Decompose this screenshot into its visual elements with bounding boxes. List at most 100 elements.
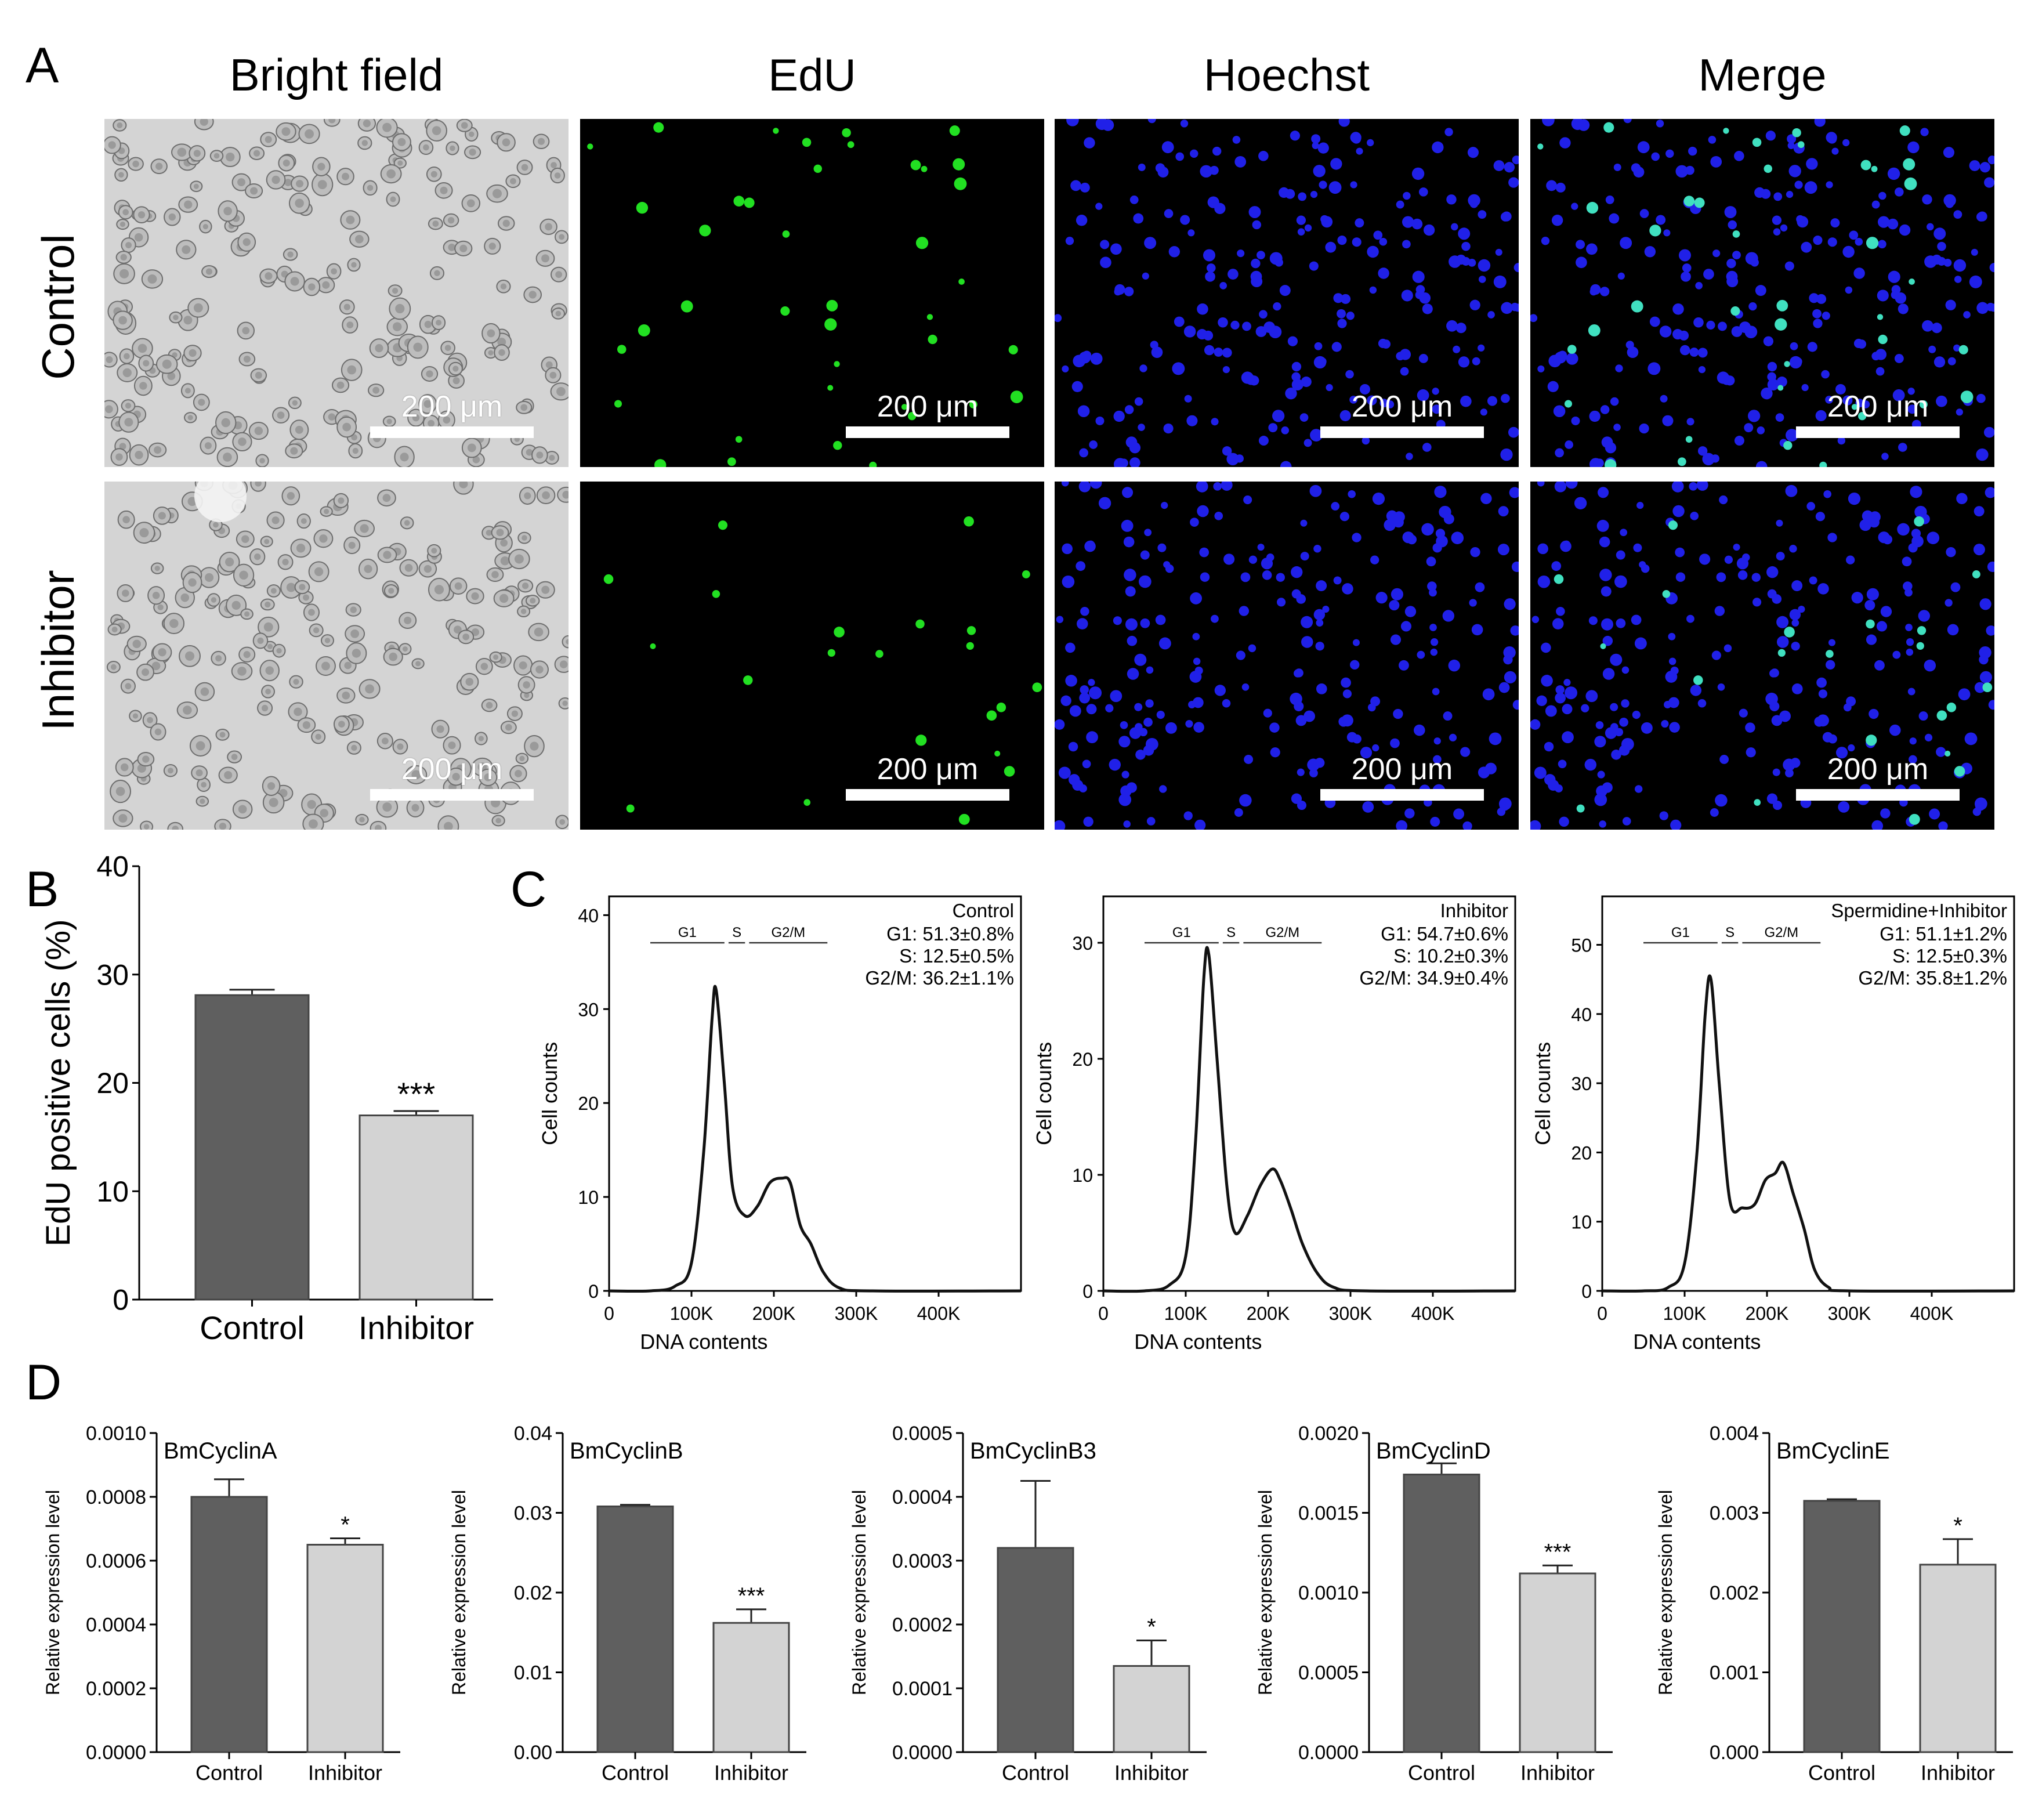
edu-positive-nucleus (1871, 165, 1878, 172)
nucleus (1310, 429, 1323, 442)
edu-positive-nucleus (1732, 230, 1740, 238)
cell-nucleus (381, 737, 389, 745)
bar-inhibitor (1113, 1665, 1190, 1753)
cell-nucleus (257, 637, 264, 644)
cell-nucleus (434, 585, 444, 595)
nucleus (1243, 495, 1252, 505)
nucleus (1536, 695, 1547, 706)
nucleus (1082, 759, 1091, 769)
edu-positive-nucleus (1909, 278, 1915, 285)
cell-nucleus (219, 822, 227, 830)
cell-nucleus (204, 442, 212, 450)
nucleus (1898, 303, 1909, 314)
cell-nucleus (522, 535, 527, 541)
edu-positive-nucleus (773, 128, 779, 134)
legend-title: Spermidine+Inhibitor (1831, 900, 2007, 921)
nucleus (1651, 152, 1660, 161)
cell-nucleus (392, 322, 402, 331)
nucleus (1776, 377, 1787, 388)
edu-positive-nucleus (1936, 710, 1947, 721)
nucleus (1675, 547, 1685, 558)
nucleus (1157, 543, 1167, 552)
edu-positive-nucleus (1010, 390, 1023, 403)
nucleus (1554, 482, 1566, 493)
cell-nucleus (545, 361, 553, 368)
cell-nucleus (348, 541, 356, 549)
nucleus (1510, 625, 1519, 636)
cell-nucleus (111, 627, 118, 632)
cell-nucleus (462, 633, 470, 641)
nucleus (1144, 529, 1152, 537)
nucleus (1257, 251, 1265, 260)
significance-label: * (1147, 1615, 1156, 1640)
nucleus (1406, 453, 1413, 460)
cell-nucleus (382, 122, 392, 132)
nucleus (1337, 319, 1347, 328)
y-tick-label: 0.0004 (892, 1486, 953, 1508)
cell-nucleus (117, 122, 123, 129)
nucleus (1679, 345, 1690, 356)
cell-nucleus (498, 349, 505, 356)
column-title-hoechst: Hoechst (1203, 49, 1370, 100)
nucleus (1806, 158, 1818, 170)
cell-nucleus (541, 585, 550, 594)
cell-nucleus (167, 372, 176, 381)
nucleus (1222, 699, 1231, 708)
nucleus (1460, 395, 1472, 407)
nucleus (1426, 556, 1436, 567)
edu-positive-nucleus (1662, 590, 1671, 598)
cell-nucleus (241, 535, 249, 543)
nucleus (1787, 142, 1795, 150)
nucleus (1871, 820, 1884, 830)
nucleus (1193, 722, 1204, 733)
nucleus (1089, 440, 1098, 449)
cell-nucleus (243, 651, 251, 658)
nucleus (1140, 618, 1150, 628)
phase-stat: G1: 51.1±1.2% (1880, 923, 2007, 945)
cell-nucleus (554, 172, 561, 179)
panel-b-letter: B (26, 862, 59, 917)
micrograph-control-edu: 200 μm (580, 119, 1044, 467)
cell-nucleus (120, 763, 129, 772)
bar-inhibitor (1519, 1572, 1596, 1753)
cell-nucleus (173, 314, 179, 320)
edu-positive-nucleus (827, 649, 835, 657)
nucleus (1988, 700, 1994, 710)
nucleus (1317, 142, 1329, 154)
nucleus (1493, 160, 1505, 171)
nucleus (1678, 249, 1691, 262)
nucleus (1621, 699, 1630, 708)
nucleus (1825, 396, 1833, 404)
nucleus (1728, 220, 1737, 230)
cell-nucleus (448, 741, 456, 750)
nucleus (1610, 397, 1619, 406)
nucleus (1211, 614, 1219, 623)
scale-bar-label: 200 μm (1827, 390, 1929, 424)
nucleus (1888, 270, 1900, 283)
y-tick-label: 0.0015 (1298, 1502, 1359, 1524)
nucleus (1355, 218, 1364, 228)
nucleus (1512, 700, 1519, 710)
nucleus (1776, 519, 1783, 527)
nucleus (1511, 302, 1519, 312)
nucleus (1765, 131, 1776, 141)
cell-nucleus (364, 565, 372, 573)
nucleus (1821, 370, 1830, 379)
nucleus (1497, 544, 1509, 556)
nucleus (1341, 677, 1351, 688)
cell-nucleus (397, 160, 403, 166)
nucleus (1095, 202, 1103, 210)
y-tick-label: 0.0008 (86, 1486, 146, 1508)
nucleus (1321, 216, 1333, 228)
nucleus (1396, 200, 1404, 209)
cell-nucleus (328, 413, 336, 421)
nucleus (1773, 228, 1781, 236)
cell-nucleus (315, 733, 321, 740)
edu-positive-nucleus (1784, 361, 1790, 367)
cell-nucleus (224, 558, 234, 567)
nucleus (1724, 555, 1733, 564)
nucleus (1427, 581, 1437, 591)
nucleus (1620, 529, 1628, 537)
cell-nucleus (308, 283, 316, 291)
nucleus (1785, 769, 1794, 777)
